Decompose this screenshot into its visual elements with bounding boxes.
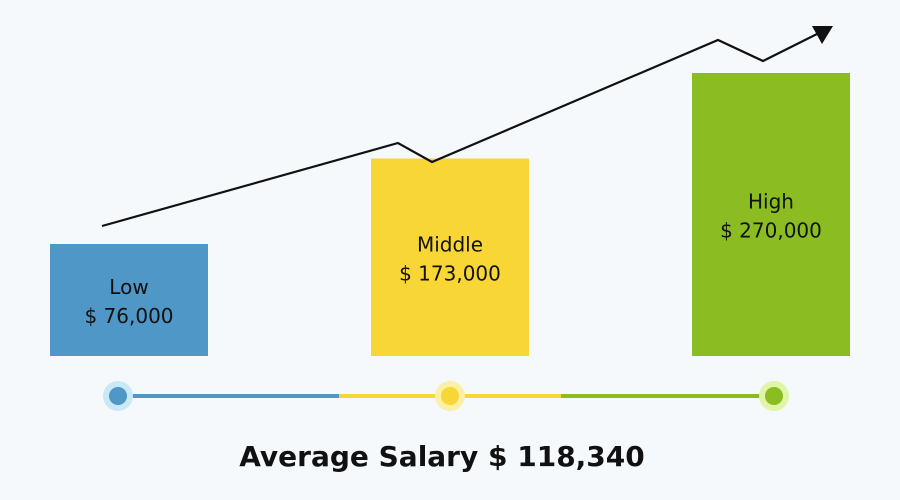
trend-line [101,32,820,228]
bar-value-label: $ 173,000 [399,261,501,285]
timeline-dot-high [765,387,783,405]
bar-low [50,244,208,356]
trend-arrow [101,26,833,228]
average-salary-summary: Average Salary $ 118,340 [239,440,645,473]
trend-arrowhead [812,26,833,44]
bar-value-label: $ 76,000 [84,304,173,328]
bar-value-label: $ 270,000 [720,219,822,243]
labels-layer: Low $ 76,000 Middle $ 173,000 High $ 270,000 [84,190,821,329]
bar-category-label: Middle [417,232,483,256]
timeline-dot-low [109,387,127,405]
timeline [103,381,789,411]
bar-category-label: Low [109,275,148,299]
bars-layer [50,73,850,356]
timeline-dot-middle [441,387,459,405]
bar-category-label: High [748,190,794,214]
bar-middle [371,158,529,356]
bar-high [692,73,850,356]
